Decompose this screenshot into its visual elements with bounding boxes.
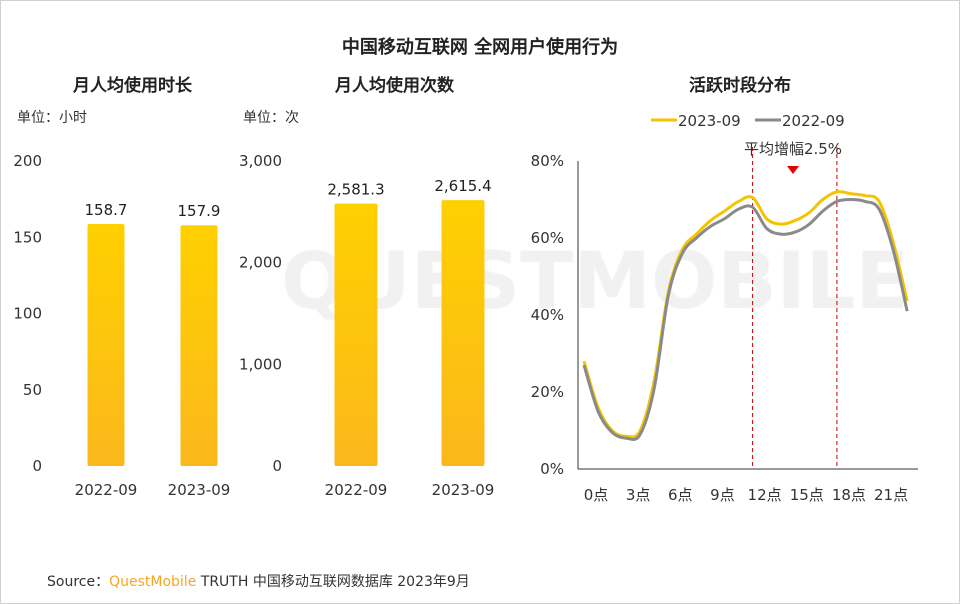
source-prefix: Source：	[47, 574, 110, 590]
x-tick-label: 9点	[710, 486, 735, 504]
bar-value-label: 158.7	[85, 201, 128, 219]
panel-title-duration: 月人均使用时长	[73, 76, 192, 96]
series-line-2022-09	[582, 197, 909, 442]
unit-frequency: 单位：次	[243, 110, 299, 126]
bar-value-label: 2,581.3	[327, 181, 384, 199]
y-tick-label: 1,000	[239, 355, 282, 373]
legend-label: 2023-09	[678, 112, 741, 130]
unit-duration: 单位：小时	[17, 110, 87, 126]
main-title: 中国移动互联网 全网用户使用行为	[341, 37, 619, 58]
y-tick-label: 40%	[531, 306, 564, 324]
bar	[87, 223, 125, 466]
y-tick-label: 100	[13, 305, 42, 323]
bar	[180, 225, 218, 466]
bar	[334, 203, 378, 466]
legend-label: 2022-09	[782, 112, 845, 130]
y-tick-label: 20%	[531, 383, 564, 401]
bar-value-label: 2,615.4	[434, 177, 491, 195]
y-tick-label: 0%	[540, 460, 564, 478]
x-tick-label: 6点	[668, 486, 693, 504]
y-tick-label: 60%	[531, 229, 564, 247]
x-tick-label: 0点	[584, 486, 609, 504]
y-tick-label: 200	[13, 152, 42, 170]
x-tick-label: 2022-09	[75, 481, 138, 499]
y-tick-label: 2,000	[239, 254, 282, 272]
annotation-label: 平均增幅2.5%	[744, 140, 842, 158]
y-tick-label: 0	[32, 457, 42, 475]
bar	[441, 200, 485, 466]
x-tick-label: 2023-09	[432, 481, 495, 499]
y-tick-label: 0	[272, 457, 282, 475]
x-tick-label: 18点	[832, 486, 866, 504]
bar-value-label: 157.9	[178, 202, 221, 220]
x-tick-label: 2023-09	[168, 481, 231, 499]
y-tick-label: 3,000	[239, 152, 282, 170]
down-triangle-icon	[787, 166, 799, 174]
x-tick-label: 3点	[626, 486, 651, 504]
source-note: Source：QuestMobile TRUTH 中国移动互联网数据库 2023…	[47, 571, 470, 591]
x-tick-label: 15点	[790, 486, 824, 504]
x-tick-label: 2022-09	[325, 481, 388, 499]
y-tick-label: 150	[13, 228, 42, 246]
x-tick-label: 12点	[748, 486, 782, 504]
x-tick-label: 21点	[874, 486, 908, 504]
source-rest: TRUTH 中国移动互联网数据库 2023年9月	[200, 574, 470, 590]
panel-title-frequency: 月人均使用次数	[335, 76, 454, 96]
y-tick-label: 50	[23, 381, 42, 399]
source-brand: QuestMobile	[109, 574, 197, 590]
y-tick-label: 80%	[531, 152, 564, 170]
panel-title-active-time: 活跃时段分布	[689, 76, 791, 96]
series-line-2023-09	[582, 190, 909, 439]
